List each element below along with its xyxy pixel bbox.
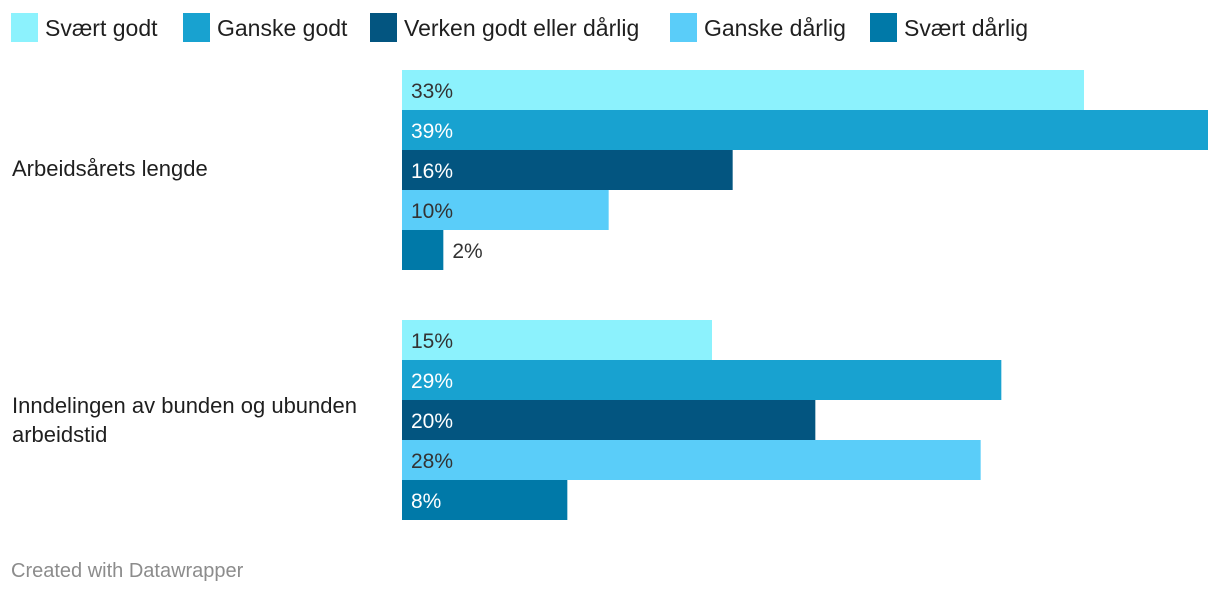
bars-group: Arbeidsårets lengde 33% 39% 16% 10% 2% Inndeli… <box>12 70 1208 520</box>
bar-value-label: 20% <box>411 410 453 433</box>
legend-swatch <box>11 13 38 42</box>
bar <box>402 230 444 270</box>
legend-label: Ganske dårlig <box>704 15 846 41</box>
bar-value-label: 10% <box>411 200 453 223</box>
bar <box>402 70 1084 110</box>
bar <box>402 480 568 520</box>
category-label: arbeidstid <box>12 422 107 447</box>
bar-value-label: 33% <box>411 80 453 103</box>
bar-value-label: 16% <box>411 160 453 183</box>
legend-label: Ganske godt <box>217 15 348 41</box>
datawrapper-credit[interactable]: Created with Datawrapper <box>11 560 244 582</box>
legend-label: Svært dårlig <box>904 15 1028 41</box>
legend-label: Svært godt <box>45 15 158 41</box>
bar-value-label: 15% <box>411 330 453 353</box>
legend-swatch <box>670 13 697 42</box>
bar <box>402 400 816 440</box>
bar-value-label: 8% <box>411 490 441 513</box>
bar-value-label: 28% <box>411 450 453 473</box>
category-label: Arbeidsårets lengde <box>12 156 208 181</box>
legend: Svært godt Ganske godt Verken godt eller d… <box>11 13 1028 42</box>
bar-value-label: 29% <box>411 370 453 393</box>
bar <box>402 190 609 230</box>
legend-swatch <box>183 13 210 42</box>
legend-swatch <box>870 13 897 42</box>
bar <box>402 150 733 190</box>
bar <box>402 360 1002 400</box>
bar <box>402 440 981 480</box>
bar-value-label: 39% <box>411 120 453 143</box>
bar <box>402 320 712 360</box>
bar-value-label: 2% <box>452 240 482 263</box>
legend-label: Verken godt eller dårlig <box>404 15 639 41</box>
category-label: Inndelingen av bunden og ubunden <box>12 393 357 418</box>
legend-swatch <box>370 13 397 42</box>
bar <box>402 110 1208 150</box>
